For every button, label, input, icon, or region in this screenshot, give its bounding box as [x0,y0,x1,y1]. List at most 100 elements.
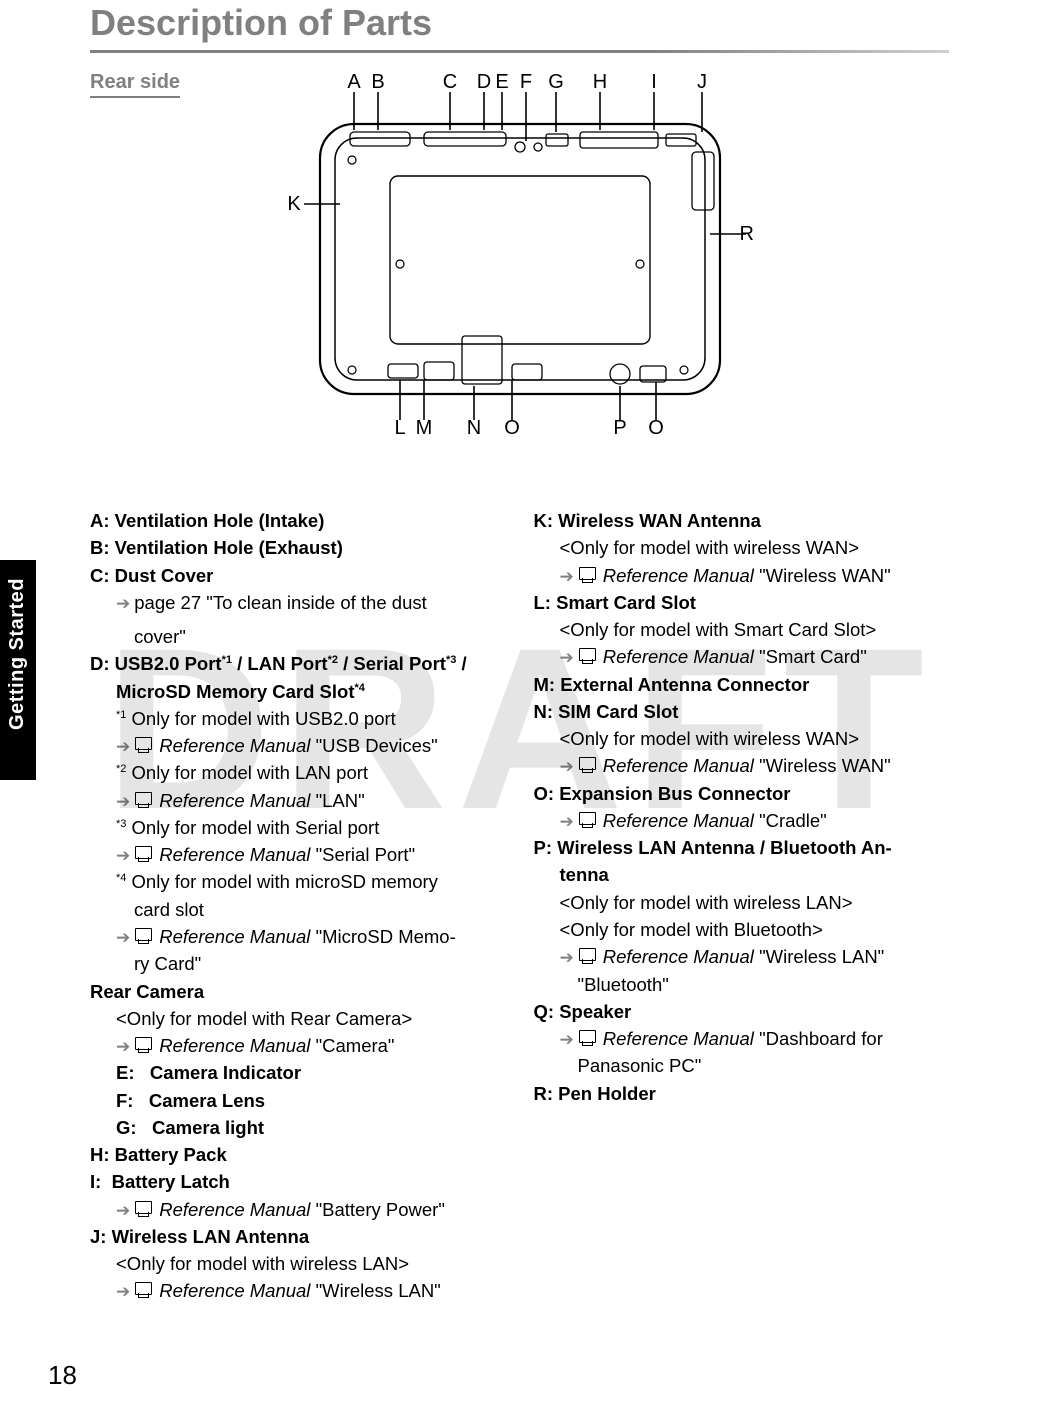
manual-icon [578,647,600,665]
svg-text:A: A [347,74,361,93]
ref-manual: Reference Manual [159,1199,315,1220]
page-number: 18 [48,1360,77,1391]
part-e-title: Camera Indicator [150,1062,301,1083]
part-b-letter: B: [90,537,110,558]
arrow-icon [560,1028,578,1049]
part-a-letter: A: [90,510,110,531]
arrow-icon [116,790,134,811]
part-j-ref: "Wireless LAN" [316,1280,441,1301]
left-column: A: Ventilation Hole (Intake) B: Ventilat… [90,508,506,1306]
svg-text:I: I [651,74,657,93]
part-h-title: Battery Pack [115,1144,227,1165]
part-n-title: SIM Card Slot [558,701,678,722]
part-n-only: <Only for model with wireless WAN> [560,728,860,749]
svg-text:P: P [613,417,626,434]
d-note4b: card slot [134,899,204,920]
part-j-title: Wireless LAN Antenna [112,1226,310,1247]
manual-icon [134,1036,156,1054]
part-o-title: Expansion Bus Connector [559,783,790,804]
d-note1: Only for model with USB2.0 port [132,708,396,729]
d-ref1: "USB Devices" [316,735,438,756]
manual-icon [578,756,600,774]
ref-manual: Reference Manual [159,1280,315,1301]
d-ref3: "Serial Port" [316,844,416,865]
manual-icon [134,1281,156,1299]
arrow-icon [116,844,134,865]
part-i-letter: I: [90,1171,101,1192]
part-l-letter: L: [534,592,551,613]
svg-text:Q: Q [648,417,664,434]
title-rule [90,50,949,53]
part-e-letter: E: [116,1062,135,1083]
part-m-title: External Antenna Connector [560,674,809,695]
d-ref2: "LAN" [316,790,365,811]
svg-text:H: H [593,74,607,93]
part-g-letter: G: [116,1117,137,1138]
arrow-icon [116,1035,134,1056]
part-c-letter: C: [90,565,110,586]
arrow-icon [560,946,578,967]
page-title: Description of Parts [90,0,949,44]
ref-manual: Reference Manual [159,926,315,947]
part-g-title: Camera light [152,1117,264,1138]
footnote-1: *1 [116,709,126,721]
part-l-ref: "Smart Card" [759,646,867,667]
part-c-ref: page 27 "To clean inside of the dust [134,592,427,613]
arrow-icon [116,592,134,613]
arrow-icon [116,926,134,947]
arrow-icon [560,565,578,586]
part-j-only: <Only for model with wireless LAN> [116,1253,409,1274]
part-f-letter: F: [116,1090,133,1111]
d-note2: Only for model with LAN port [132,762,368,783]
part-q-title: Speaker [559,1001,631,1022]
d-note4a: Only for model with microSD memory [132,871,438,892]
svg-text:N: N [467,417,481,434]
part-i-title: Battery Latch [112,1171,230,1192]
svg-text:B: B [371,74,384,93]
svg-text:E: E [495,74,508,93]
part-p-letter: P: [534,837,553,858]
part-b-title: Ventilation Hole (Exhaust) [115,537,343,558]
manual-icon [134,736,156,754]
ref-manual: Reference Manual [159,1035,315,1056]
svg-text:K: K [287,193,301,215]
part-k-ref: "Wireless WAN" [759,565,891,586]
manual-icon [134,791,156,809]
arrow-icon [560,810,578,831]
part-d-title: USB2.0 Port*1 / LAN Port*2 / Serial Port… [115,653,467,674]
part-m-letter: M: [534,674,556,695]
arrow-icon [560,646,578,667]
side-tab: Getting Started [0,560,36,780]
svg-text:D: D [477,74,491,93]
part-p-title: Wireless LAN Antenna / Bluetooth An- [557,837,892,858]
ref-manual: Reference Manual [603,755,759,776]
part-o-ref: "Cradle" [759,810,827,831]
part-n-letter: N: [534,701,554,722]
part-o-letter: O: [534,783,555,804]
svg-text:C: C [443,74,457,93]
part-c-title: Dust Cover [115,565,214,586]
ref-manual: Reference Manual [603,1028,759,1049]
part-k-title: Wireless WAN Antenna [558,510,761,531]
ref-manual: Reference Manual [159,790,315,811]
part-d-letter: D: [90,653,110,674]
manual-icon [134,927,156,945]
right-column: K: Wireless WAN Antenna <Only for model … [534,508,950,1306]
manual-icon [578,811,600,829]
manual-icon [134,1200,156,1218]
ref-manual: Reference Manual [603,810,759,831]
part-c-ref2: cover" [134,626,186,647]
manual-icon [134,845,156,863]
d-note3: Only for model with Serial port [132,817,380,838]
ref-manual: Reference Manual [603,565,759,586]
part-q-ref2: Panasonic PC" [578,1055,702,1076]
svg-text:M: M [416,417,433,434]
part-q-ref1: "Dashboard for [759,1028,883,1049]
ref-manual: Reference Manual [159,735,315,756]
footnote-2: *2 [116,763,126,775]
svg-text:F: F [520,74,532,93]
footnote-4: *4 [116,872,126,884]
ref-manual: Reference Manual [159,844,315,865]
part-k-letter: K: [534,510,554,531]
part-q-letter: Q: [534,1001,555,1022]
